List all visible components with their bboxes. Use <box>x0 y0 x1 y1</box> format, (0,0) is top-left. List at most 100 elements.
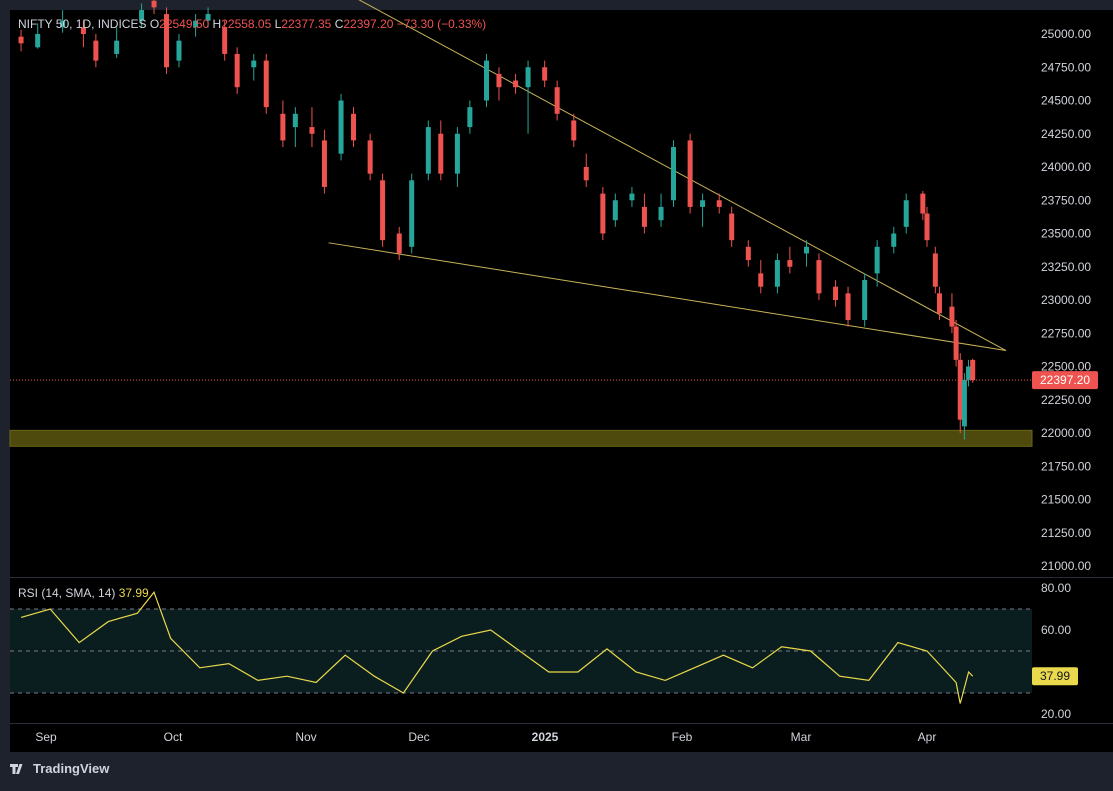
upper-trendline[interactable] <box>299 0 1007 351</box>
footer <box>0 752 1113 786</box>
candle[interactable] <box>139 10 145 21</box>
candle[interactable] <box>641 206 647 227</box>
candle[interactable] <box>263 60 269 108</box>
candle[interactable] <box>351 113 357 141</box>
candle[interactable] <box>600 193 606 234</box>
support-zone[interactable] <box>9 429 1033 447</box>
price-tick-label: 23750.00 <box>1041 193 1091 207</box>
candle[interactable] <box>687 140 693 207</box>
candle[interactable] <box>903 200 909 227</box>
candle[interactable] <box>554 87 560 114</box>
legend-low-value: 22377.35 <box>281 17 331 31</box>
candle[interactable] <box>193 20 199 28</box>
price-tick-label: 22750.00 <box>1041 326 1091 340</box>
candle[interactable] <box>380 180 386 241</box>
legend-low-label: L <box>271 17 281 31</box>
lower-trendline[interactable] <box>328 242 1007 352</box>
candle[interactable] <box>222 27 228 54</box>
candle[interactable] <box>280 113 286 141</box>
legend-high-label: H <box>209 17 221 31</box>
candle[interactable] <box>758 273 764 287</box>
candle[interactable] <box>60 20 66 28</box>
candle[interactable] <box>292 113 298 128</box>
last-price-badge-label: 22397.20 <box>1040 373 1090 387</box>
candle[interactable] <box>484 60 489 101</box>
candle[interactable] <box>251 60 257 68</box>
price-tick-label: 23250.00 <box>1041 260 1091 274</box>
candle[interactable] <box>924 213 930 241</box>
candle[interactable] <box>787 260 793 267</box>
candle[interactable] <box>920 193 926 214</box>
rsi-line[interactable] <box>20 590 974 704</box>
legend-close-value: 22397.20 <box>343 17 393 31</box>
candle[interactable] <box>321 140 327 187</box>
price-tick-label: 21250.00 <box>1041 526 1091 540</box>
candle[interactable] <box>583 167 589 181</box>
candle[interactable] <box>205 14 211 21</box>
legend-high-value: 22558.05 <box>221 17 271 31</box>
price-tick-label: 22500.00 <box>1041 360 1091 374</box>
candle[interactable] <box>932 253 938 287</box>
candle[interactable] <box>936 293 942 314</box>
candle[interactable] <box>454 133 460 174</box>
candle[interactable] <box>164 14 170 68</box>
candle[interactable] <box>966 366 972 380</box>
candle[interactable] <box>542 67 548 81</box>
price-tick-label: 23500.00 <box>1041 227 1091 241</box>
candle[interactable] <box>18 36 24 44</box>
candle[interactable] <box>367 140 373 174</box>
time-axis-label: 2025 <box>532 730 559 744</box>
candle[interactable] <box>716 200 722 207</box>
candle[interactable] <box>513 80 519 88</box>
candle[interactable] <box>862 280 868 320</box>
candle[interactable] <box>803 246 809 254</box>
candle[interactable] <box>571 120 577 141</box>
rsi-legend-name: RSI (14, SMA, 14) <box>18 586 119 600</box>
candle[interactable] <box>467 107 473 128</box>
candle[interactable] <box>309 127 315 134</box>
candle[interactable] <box>438 133 444 174</box>
candle[interactable] <box>176 40 182 61</box>
candle[interactable] <box>874 246 880 274</box>
candle[interactable] <box>525 67 531 88</box>
candle[interactable] <box>234 53 240 88</box>
candle[interactable] <box>93 40 99 61</box>
candle[interactable] <box>729 213 735 241</box>
candle[interactable] <box>745 246 751 261</box>
candle[interactable] <box>114 40 120 54</box>
time-axis[interactable] <box>10 724 1032 752</box>
candle[interactable] <box>957 359 963 420</box>
candle[interactable] <box>35 34 41 48</box>
candle[interactable] <box>970 359 976 381</box>
candle[interactable] <box>409 180 415 247</box>
candle[interactable] <box>949 306 955 327</box>
candle[interactable] <box>774 260 780 287</box>
price-tick-label: 24750.00 <box>1041 60 1091 74</box>
candle[interactable] <box>816 260 822 294</box>
time-axis-label: Dec <box>408 730 429 744</box>
candle[interactable] <box>833 286 839 300</box>
candle[interactable] <box>961 379 967 427</box>
candle[interactable] <box>80 27 86 34</box>
candle[interactable] <box>953 326 959 360</box>
brand-name: TradingView <box>33 761 110 776</box>
candle[interactable] <box>496 73 502 88</box>
candle[interactable] <box>612 200 618 221</box>
price-tick-label: 22000.00 <box>1041 426 1091 440</box>
candle[interactable] <box>658 206 664 221</box>
legend-change: −73.30 (−0.33%) <box>393 17 486 31</box>
candle[interactable] <box>700 200 706 207</box>
candle[interactable] <box>151 0 157 8</box>
price-tick-label: 21750.00 <box>1041 459 1091 473</box>
candle[interactable] <box>425 127 431 174</box>
price-pane[interactable] <box>10 10 1032 577</box>
candle[interactable] <box>629 193 635 201</box>
price-tick-label: 25000.00 <box>1041 27 1091 41</box>
candle[interactable] <box>891 233 897 247</box>
candle[interactable] <box>396 233 402 254</box>
candle[interactable] <box>338 100 344 154</box>
candle[interactable] <box>671 147 677 201</box>
candle[interactable] <box>845 293 851 320</box>
